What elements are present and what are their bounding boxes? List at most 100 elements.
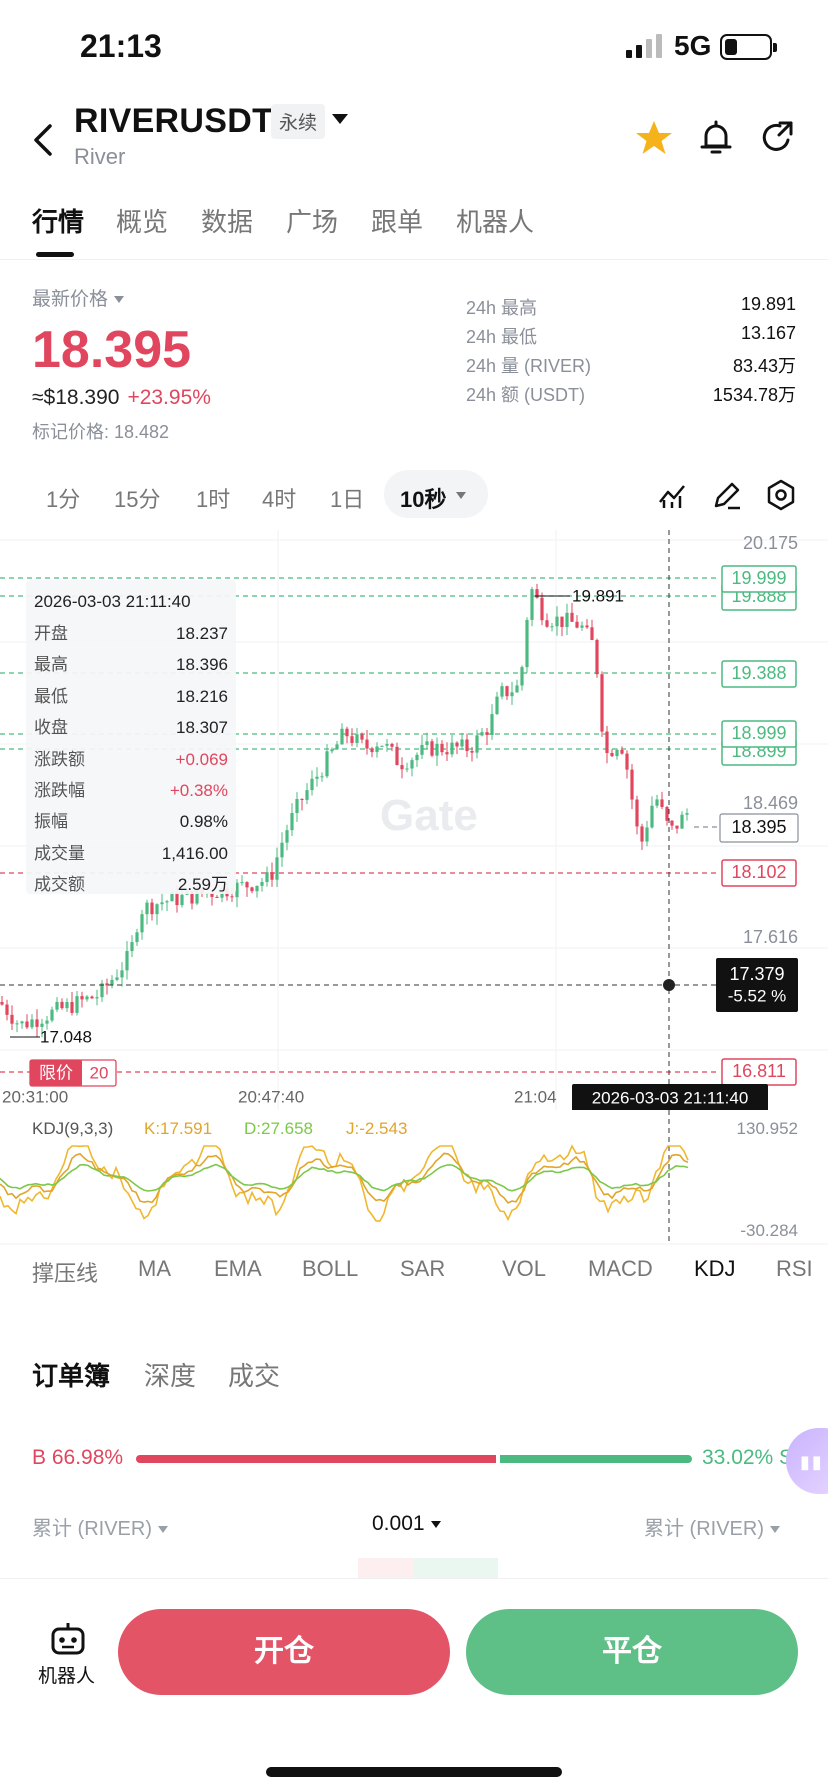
tab-bots[interactable]: 机器人 — [456, 207, 535, 237]
indicator-ema[interactable]: EMA — [214, 1256, 262, 1281]
tab-copy-trade[interactable]: 跟单 — [371, 207, 424, 237]
indicator-macd[interactable]: MACD — [588, 1256, 653, 1281]
price-chart[interactable]: Gate 20.175 18.469 17.616 19.888 19.999 … — [0, 530, 828, 1110]
interval-10s[interactable]: 10秒 — [384, 470, 488, 518]
candle-body — [290, 813, 294, 831]
bell-icon[interactable] — [696, 118, 736, 158]
candle-body — [685, 813, 689, 815]
candle-body — [40, 1023, 44, 1027]
buy-ratio: B 66.98% — [32, 1446, 124, 1469]
candle-body — [270, 872, 274, 880]
candle-body — [440, 743, 444, 753]
axis-price-low: 17.616 — [743, 927, 798, 947]
candle-body — [365, 739, 369, 749]
tab-overview[interactable]: 概览 — [116, 207, 169, 237]
candle-body — [490, 714, 494, 735]
close-position-button[interactable]: 平仓 — [466, 1609, 798, 1695]
candle-body — [265, 872, 269, 883]
interval-4h[interactable]: 4时 — [262, 487, 297, 512]
candle-body — [250, 887, 254, 892]
pencil-icon[interactable] — [710, 478, 744, 512]
indicator-sar[interactable]: SAR — [400, 1256, 446, 1281]
tab-market[interactable]: 行情 — [32, 207, 85, 237]
candle-body — [20, 1021, 24, 1024]
candle-body — [175, 892, 179, 906]
interval-1d[interactable]: 1日 — [330, 487, 365, 512]
candle-body — [320, 776, 324, 778]
candle-body — [645, 827, 649, 842]
candle-body — [230, 896, 234, 898]
candle-body — [405, 768, 409, 770]
candle-body — [340, 728, 344, 745]
header: RIVERUSDT 永续 River — [0, 96, 828, 186]
chevron-down-icon[interactable] — [332, 114, 348, 124]
candle-body — [460, 739, 464, 747]
candle-body — [515, 685, 519, 693]
tab-square[interactable]: 广场 — [286, 207, 339, 237]
kdj-panel[interactable]: KDJ(9,3,3) K:17.591 D:27.658 J:-2.543 13… — [0, 1110, 828, 1246]
main-tabs: 行情 概览 数据 广场 跟单 机器人 — [0, 196, 828, 260]
candle-body — [240, 882, 244, 884]
candle-body — [260, 882, 264, 886]
settings-icon[interactable] — [764, 478, 798, 512]
robot-label[interactable]: 机器人 — [38, 1666, 96, 1687]
chevron-down-icon — [430, 1520, 441, 1528]
interval-1m[interactable]: 1分 — [46, 487, 81, 512]
interval-1h[interactable]: 1时 — [196, 487, 231, 512]
tag-last-price: 18.395 — [731, 817, 786, 837]
ohlc-tooltip: 2026-03-03 21:11:40 开盘 18.237 最高 18.396 最低… — [26, 580, 236, 894]
indicator-rsi[interactable]: RSI — [776, 1256, 813, 1281]
indicator-ma[interactable]: MA — [138, 1256, 171, 1281]
cum-right-dropdown[interactable]: 累计 (RIVER) — [644, 1512, 780, 1541]
candle-body — [310, 778, 314, 791]
tab-orderbook[interactable]: 订单簿 — [32, 1361, 111, 1391]
candle-body — [390, 743, 394, 747]
latest-price-label[interactable]: 最新价格 — [32, 284, 125, 311]
candle-body — [135, 932, 139, 943]
candle-body — [370, 748, 374, 753]
tab-trades[interactable]: 成交 — [228, 1361, 281, 1391]
precision-dropdown[interactable]: 0.001 — [372, 1512, 441, 1536]
ohlc-amplitude: 振幅 0.98% — [34, 812, 228, 832]
back-icon[interactable] — [26, 118, 62, 162]
candle-body — [305, 790, 309, 800]
stat-volume: 24h 量 (RIVER) 83.43万 — [466, 356, 796, 376]
tab-data[interactable]: 数据 — [201, 207, 254, 237]
star-icon[interactable] — [634, 118, 674, 158]
symbol-title[interactable]: RIVERUSDT — [74, 102, 274, 140]
candle-body — [255, 885, 259, 892]
usd-price: ≈$18.390 +23.95% — [32, 386, 211, 409]
share-icon[interactable] — [758, 118, 798, 158]
tab-depth[interactable]: 深度 — [144, 1361, 197, 1391]
active-tab-indicator — [36, 252, 74, 257]
indicator-vol[interactable]: VOL — [502, 1256, 547, 1281]
candle-body — [425, 741, 429, 745]
candle-body — [640, 826, 644, 842]
chevron-down-icon — [770, 1526, 780, 1534]
indicator-boll[interactable]: BOLL — [302, 1256, 359, 1281]
candle-body — [335, 744, 339, 750]
candle-body — [65, 1002, 69, 1009]
indicator-icon[interactable] — [656, 478, 690, 512]
candle-body — [615, 749, 619, 757]
indicator-support[interactable]: 撑压线 — [32, 1261, 99, 1286]
candle-body — [105, 983, 109, 986]
candle-body — [510, 692, 514, 697]
candle-body — [585, 625, 589, 628]
candle-body — [570, 612, 574, 622]
open-position-button[interactable]: 开仓 — [118, 1609, 450, 1695]
interval-15m[interactable]: 15分 — [114, 487, 161, 512]
candle-body — [455, 742, 459, 747]
indicator-kdj[interactable]: KDJ — [694, 1256, 736, 1281]
robot-icon[interactable] — [48, 1619, 88, 1659]
candle-body — [360, 734, 364, 740]
candle-body — [630, 769, 634, 800]
cum-left-dropdown[interactable]: 累计 (RIVER) — [32, 1512, 168, 1541]
assistant-bubble-icon[interactable]: ▮▮ — [786, 1428, 828, 1494]
candle-body — [500, 686, 504, 697]
candle-body — [75, 996, 79, 1013]
candle-body — [605, 731, 609, 754]
kdj-d: D:27.658 — [244, 1119, 313, 1138]
price-summary: 最新价格 18.395 ≈$18.390 +23.95% 标记价格: 18.482… — [0, 280, 828, 450]
perpetual-tag: 永续 — [271, 104, 326, 139]
